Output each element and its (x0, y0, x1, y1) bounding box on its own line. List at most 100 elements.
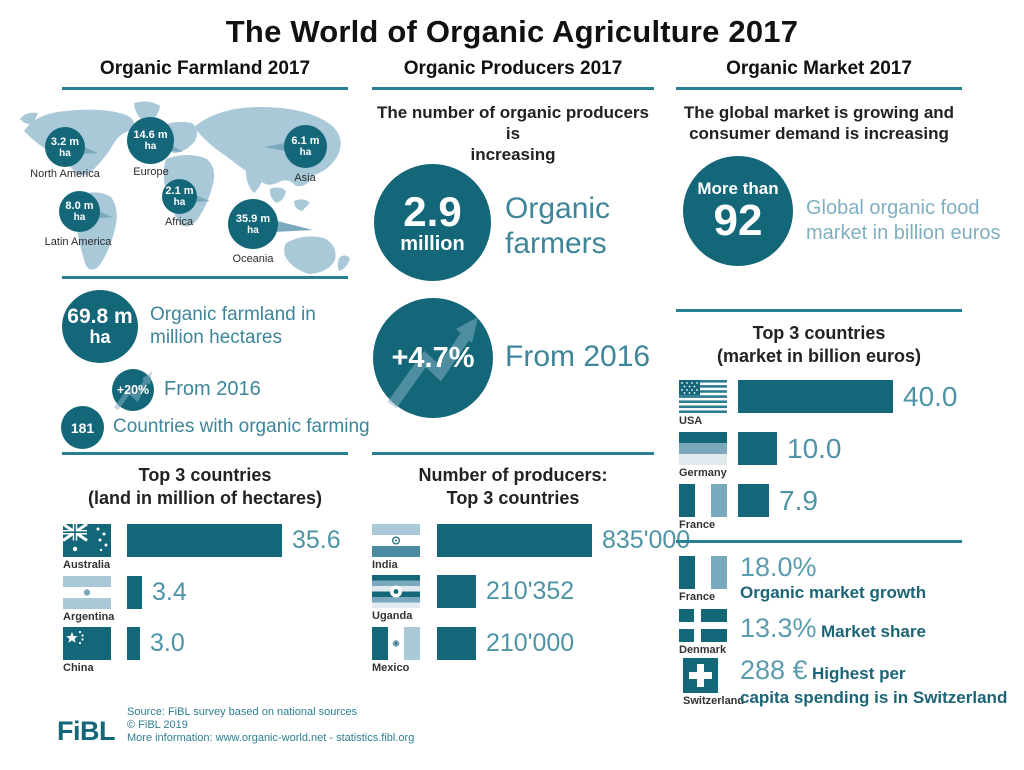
world-map: 3.2 m ha 14.6 m ha 6.1 m ha 2.1 m ha 8.0 m ha… (18, 97, 360, 282)
map-bubble-latin-america: 8.0 m ha (59, 191, 100, 232)
country-label: USA (679, 415, 703, 427)
farmland-row-australia: Australia 35.6 (63, 524, 363, 572)
growth-arrow-icon (373, 298, 493, 418)
argentina-flag-icon: Argentina (63, 576, 114, 623)
country-label: Denmark (679, 644, 727, 656)
farmland-value-china: 3.0 (150, 629, 185, 657)
divider (676, 540, 962, 543)
stat-label: Highest per (812, 664, 906, 683)
farmland-bar-australia (127, 524, 282, 557)
divider (676, 309, 962, 312)
stat-value: 18.0% (740, 552, 817, 582)
source-note: Source: FiBL survey based on national so… (127, 706, 415, 744)
stat-label: Organic market growth (740, 583, 927, 602)
market-total-circle: More than 92 (683, 156, 793, 266)
germany-flag-icon: Germany (679, 432, 727, 479)
denmark-flag-icon: Denmark (679, 609, 727, 656)
page-title: The World of Organic Agriculture 2017 (225, 14, 799, 49)
farmland-row-china: China 3.0 (63, 627, 363, 675)
farmland-value-australia: 35.6 (292, 526, 341, 554)
market-bar-germany (738, 432, 777, 465)
map-label-europe: Europe (133, 166, 169, 178)
total-farmland-circle: 69.8 m ha (62, 290, 138, 363)
country-label: India (372, 559, 398, 571)
producers-value-mexico: 210'000 (486, 629, 575, 657)
switzerland-flag-icon: Switzerland (683, 658, 744, 707)
producers-row-mexico: Mexico 210'000 (372, 627, 672, 675)
stat-value: 288 € (740, 655, 808, 685)
country-label: Switzerland (683, 695, 745, 707)
stat-label: Market share (821, 622, 926, 641)
divider (62, 276, 348, 279)
mexico-flag-icon: Mexico (372, 627, 420, 674)
market-row-usa: USA 40.0 (679, 380, 979, 428)
china-flag-icon: China (63, 627, 111, 674)
producers-growth-value: +4.7% (391, 341, 475, 374)
map-label-oceania: Oceania (232, 253, 274, 265)
map-label-asia: Asia (294, 172, 316, 184)
country-label: France (679, 519, 716, 531)
column-header-producers: Organic Producers 2017 (403, 58, 623, 79)
country-label: China (63, 662, 94, 674)
divider (372, 452, 654, 455)
farmland-row-argentina: Argentina 3.4 (63, 576, 363, 624)
map-label-africa: Africa (164, 216, 194, 228)
countries-count-label: Countries with organic farming (113, 416, 370, 437)
header-underline-farmland (62, 87, 348, 90)
producers-total-label: Organic farmers (505, 192, 611, 260)
producers-value-india: 835'000 (602, 526, 691, 554)
producers-top3-title: Number of producers: Top 3 countries (418, 465, 608, 508)
stat-label: capita spending is in Switzerland (740, 688, 1008, 707)
countries-count-circle: 181 (61, 406, 104, 449)
map-bubble-africa: 2.1 m ha (162, 179, 197, 214)
producers-intro: The number of organic producers is incre… (376, 103, 650, 164)
farmland-growth-value: +20% (116, 383, 150, 397)
farmland-bar-argentina (127, 576, 142, 609)
map-bubble-asia: 6.1 m ha (284, 125, 327, 168)
map-label-latin-america: Latin America (44, 236, 112, 248)
producers-bar-uganda (437, 575, 476, 608)
country-label: Argentina (63, 611, 115, 623)
producers-row-india: India 835'000 (372, 524, 690, 572)
market-bar-france (738, 484, 769, 517)
france-flag-icon: France (679, 484, 727, 531)
column-header-farmland: Organic Farmland 2017 (99, 58, 311, 79)
producers-bar-india (437, 524, 592, 557)
india-flag-icon: India (372, 524, 420, 571)
farmland-growth-label: From 2016 (164, 378, 261, 400)
country-label: Germany (679, 467, 727, 479)
farmland-top3-title: Top 3 countries (land in million of hect… (87, 465, 323, 508)
market-intro: The global market is growing and consume… (683, 103, 955, 143)
farmland-value-argentina: 3.4 (152, 578, 187, 606)
uganda-flag-icon: Uganda (372, 575, 420, 622)
map-bubble-oceania: 35.9 m ha (228, 199, 278, 249)
stat-value: 13.3% (740, 613, 817, 643)
map-bubble-europe: 14.6 m ha (127, 117, 174, 164)
producers-value-uganda: 210'352 (486, 577, 575, 605)
header-underline-market (676, 87, 962, 90)
market-row-germany: Germany 10.0 (679, 432, 979, 480)
france-flag-icon: France (679, 556, 727, 603)
country-label: Australia (63, 559, 111, 571)
growth-arrow-icon (112, 369, 154, 411)
country-label: Uganda (372, 610, 413, 622)
column-header-market: Organic Market 2017 (726, 58, 912, 79)
market-value-usa: 40.0 (903, 380, 958, 412)
farmland-bar-china (127, 627, 140, 660)
market-row-france: France 7.9 (679, 484, 979, 532)
fibl-logo: FiBL (57, 716, 116, 746)
producers-bar-mexico (437, 627, 476, 660)
market-top3-title: Top 3 countries (market in billion euros… (716, 323, 922, 366)
map-label-north-america: North America (30, 168, 100, 180)
producers-row-uganda: Uganda 210'352 (372, 575, 672, 623)
header-underline-producers (372, 87, 654, 90)
usa-flag-icon: USA (679, 380, 727, 427)
country-label: Mexico (372, 662, 410, 674)
market-value-germany: 10.0 (787, 432, 842, 464)
total-farmland-label: Organic farmland in million hectares (150, 304, 316, 348)
market-value-france: 7.9 (779, 484, 818, 516)
producers-total-circle: 2.9 million (374, 164, 491, 281)
australia-flag-icon: Australia (63, 524, 111, 571)
market-total-label: Global organic food market in billion eu… (806, 197, 1001, 244)
